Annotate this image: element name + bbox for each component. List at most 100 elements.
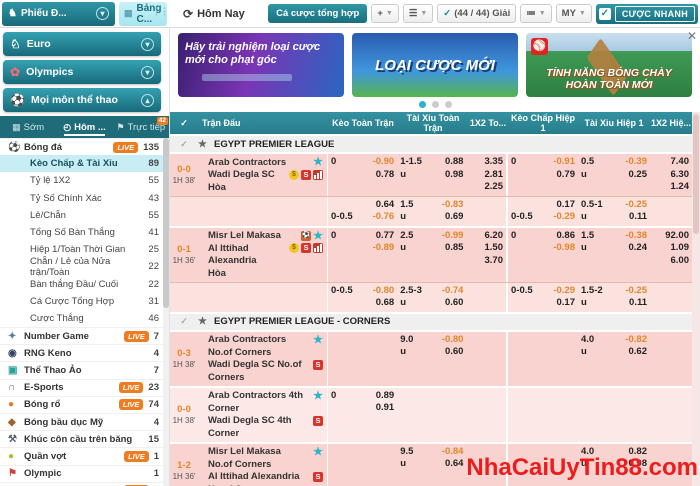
team-line[interactable]: Al Ittihad Alexandria S [208,471,325,484]
select-all-check-icon[interactable]: ✓ [180,117,188,128]
odds-cell[interactable]: 7.40 [670,156,690,167]
odds-cell[interactable]: 0 [331,389,337,401]
odds-cell[interactable]: 4.0 [581,445,595,457]
odds-cell[interactable]: 2.25 [484,181,504,192]
team-line[interactable]: Corners [208,371,325,384]
odds-cell[interactable]: u [400,168,407,180]
chevron-down-icon[interactable]: ▾ [141,37,154,51]
board-tab[interactable]: ▦ Bảng C... ⋮⋮ [119,1,169,26]
odds-cell[interactable]: 1.50 [484,242,504,253]
sidebar-group-euro[interactable]: ♘ Euro ▾ [3,32,161,56]
team-line[interactable]: No.of Corners [208,346,325,359]
today-toggle[interactable]: ⟳ Hôm Nay [183,7,245,21]
sidebar-item[interactable]: Kèo Chấp & Tài Xỉu 89 [0,155,163,173]
odds-cell[interactable]: -0.39 [625,156,647,167]
team-line[interactable]: Hòa [208,267,325,280]
odds-cell[interactable]: 0.64 [444,458,464,469]
odds-cell[interactable]: u [581,458,587,469]
display-mode-button[interactable]: ≔ ▼ [520,4,552,23]
chevron-down-icon[interactable]: ▾ [141,65,154,79]
sidebar-item[interactable]: ∩ E-Sports LIVE 23 [0,378,163,396]
odds-cell[interactable]: u [581,242,587,253]
team-line[interactable]: Corner [208,427,325,440]
team-line[interactable]: Wadi Degla SC 4th S [208,415,325,428]
odds-cell[interactable]: 6.20 [484,229,504,241]
odds-cell[interactable]: 0.88 [444,156,464,167]
odds-cell[interactable]: u [400,458,407,469]
odds-cell[interactable]: 0 [511,156,517,167]
sidebar-item[interactable]: ● Quần vợt LIVE 1 [0,447,163,464]
odds-cell[interactable]: 0 [331,156,337,167]
odds-cell[interactable]: 1.5 [400,198,414,210]
sidebar-item[interactable]: Bàn thắng Đầu/ Cuối 22 [0,276,163,293]
team-line[interactable]: Corner [208,402,325,415]
odds-cell[interactable]: 0 [511,229,517,241]
sidebar-item[interactable]: ⚽ Bóng đá LIVE 135 [0,138,163,155]
odds-cell[interactable]: 0.11 [629,211,647,222]
sidebar-item[interactable]: ⚑ Olympic 1 [0,464,163,482]
sidebar-tab-tr-c-ti-p[interactable]: ⚑ Trực tiếp 42 [113,116,169,138]
odds-cell[interactable]: 92.00 [665,229,689,241]
sidebar-item[interactable]: Tỷ Số Chính Xác 43 [0,190,163,207]
odds-cell[interactable]: 2.81 [484,168,504,180]
odds-cell[interactable]: 9.5 [400,445,414,457]
team-line[interactable]: Arab Contractors 4th ★ [208,390,325,403]
odds-cell[interactable]: 3.70 [484,254,504,266]
banner-3[interactable]: ⚾ TÍNH NĂNG BÓNG CHÀY HOÀN TOÀN MỚI [526,33,692,97]
team-line[interactable]: No.of Corners [208,458,325,471]
sidebar-item[interactable]: ▣ Thể Thao Ảo 7 [0,361,163,378]
odds-cell[interactable]: 1.5 [581,229,595,241]
odds-cell[interactable]: 0.79 [556,168,576,180]
odds-cell[interactable]: -0.29 [553,284,575,296]
odds-cell[interactable]: 2.5-3 [400,284,422,296]
team-line[interactable]: Alexandria [208,255,325,268]
league-header[interactable]: ✓ ★ EGYPT PREMIER LEAGUE [170,134,692,152]
sidebar-item[interactable]: ⚒ Khúc côn cầu trên băng 15 [0,430,163,447]
odds-cell[interactable]: 1.5-2 [581,284,603,296]
sidebar-tab-h-m-[interactable]: ◴ Hôm ... [56,116,112,138]
odds-cell[interactable]: 0.24 [628,242,648,253]
drag-handle-icon[interactable]: ⋮⋮ [152,5,169,16]
odds-cell[interactable]: -0.80 [372,284,395,296]
close-banner-icon[interactable]: ✕ [686,29,697,43]
odds-cell[interactable]: 0.86 [556,229,576,241]
odds-cell[interactable]: 1-1.5 [400,156,422,167]
team-line[interactable]: Al Ittihad $ S [208,242,325,255]
odds-cell[interactable]: 0-0.5 [511,284,533,296]
odds-cell[interactable]: -0.82 [625,333,647,345]
odds-cell[interactable]: 0.82 [628,445,648,457]
odds-cell[interactable]: u [581,168,587,180]
star-icon[interactable]: ★ [313,229,323,242]
odds-cell[interactable]: -0.76 [372,211,395,222]
odds-cell[interactable]: 6.30 [670,168,690,180]
star-icon[interactable]: ★ [313,389,323,402]
team-line[interactable]: Misr Lel Makasa ★ [208,446,325,459]
odds-cell[interactable]: -0.84 [441,445,464,457]
sidebar-item[interactable]: Chẵn / Lẻ của Nửa trận/Toàn 22 [0,256,163,278]
odds-cell[interactable]: 2.5 [400,229,414,241]
sidebar-group-mọi-môn-thể-thao[interactable]: ⚽ Mọi môn thể thao ▴ [3,88,161,112]
odds-cell[interactable]: 9.0 [400,333,414,345]
sidebar-item[interactable]: Tổng Số Bàn Thắng 41 [0,224,163,241]
odds-cell[interactable]: -0.90 [372,156,395,167]
odds-cell[interactable]: 0-0.5 [511,211,533,222]
odds-cell[interactable]: 4.0 [581,333,595,345]
sidebar-item[interactable]: ◆ Bóng bầu dục Mỹ 4 [0,413,163,430]
odds-cell[interactable]: 1.09 [670,242,690,253]
chevron-up-icon[interactable]: ▴ [141,93,154,107]
add-button[interactable]: + ▼ [371,4,399,23]
carousel-dot[interactable] [444,101,452,108]
odds-cell[interactable]: 0.62 [628,346,648,357]
star-icon[interactable]: ★ [313,333,323,346]
odds-cell[interactable]: 0.17 [556,297,576,308]
sidebar-item[interactable]: ● Bóng rổ LIVE 74 [0,395,163,413]
odds-cell[interactable]: -0.99 [441,229,464,241]
odds-cell[interactable]: u [400,242,407,253]
team-line[interactable]: Misr Lel Makasa ⚽ ★ [208,230,325,243]
sidebar-item[interactable]: Hiệp 1/Toàn Thời Gian 25 [0,241,163,258]
odds-cell[interactable]: 0.69 [444,211,464,222]
carousel-dot[interactable] [431,101,439,108]
odds-cell[interactable]: 0.5 [581,156,595,167]
odds-cell[interactable]: 0.60 [444,297,464,308]
sort-button[interactable]: ☰ ▼ [402,4,434,23]
